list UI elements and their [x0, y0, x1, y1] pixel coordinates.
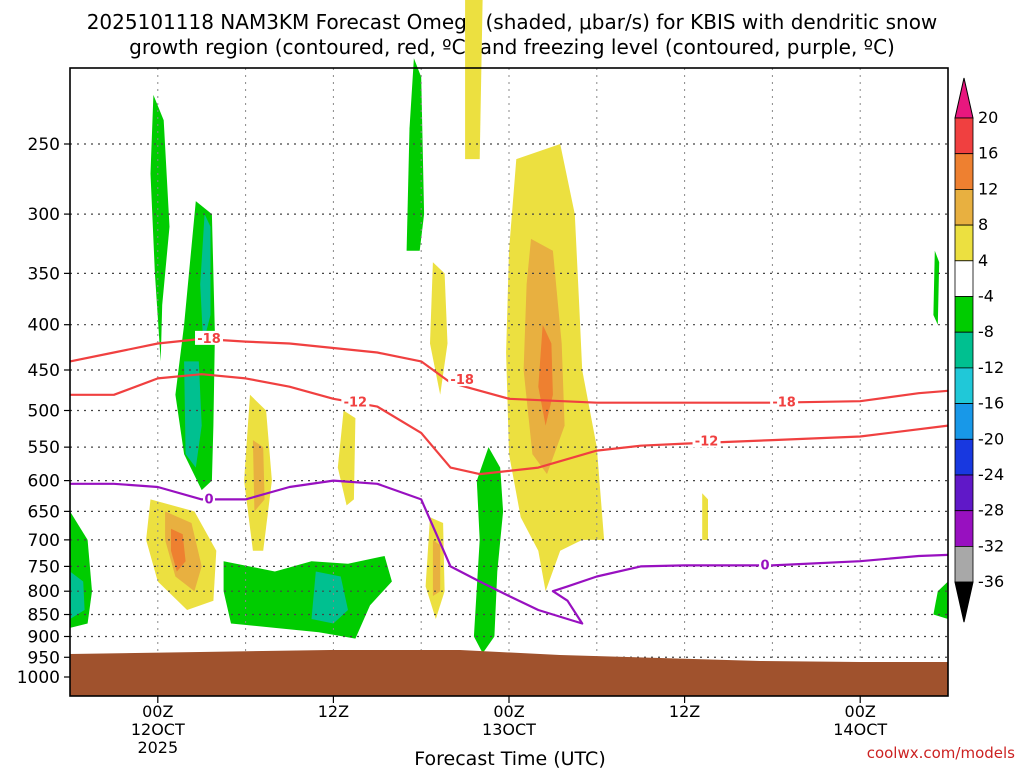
omega-region-green-plume-12z [150, 94, 170, 362]
x-axis-label: Forecast Time (UTC) [414, 748, 605, 768]
colorbar-segment-8 [954, 367, 974, 404]
y-tick-450: 450 [28, 361, 60, 381]
x-tick-48-line1: 00Z [845, 702, 876, 721]
x-tick-12-line1: 12Z [318, 702, 349, 721]
colorbar-tick-2: 12 [978, 179, 998, 198]
omega-region-orange-core-left [171, 528, 186, 572]
colorbar-tick-3: 8 [978, 215, 988, 234]
colorbar-tick-4: 4 [978, 251, 988, 270]
colorbar-segment-7 [954, 331, 974, 369]
omega-region-green-right-high [933, 250, 940, 325]
y-tick-950: 950 [28, 648, 60, 668]
colorbar-tick-8: -16 [978, 394, 1004, 413]
colorbar-segment-5 [954, 260, 974, 297]
colorbar-segment-4 [954, 224, 974, 262]
omega-region-orange-col-1 [252, 440, 265, 512]
colorbar-tick-6: -8 [978, 322, 994, 341]
contour-lines: -18 -18 -18 -12 -12 0 0 [69, 330, 949, 625]
colorbar-tick-1: 16 [978, 144, 998, 163]
terrain-ground [70, 650, 948, 696]
y-tick-250: 250 [28, 135, 60, 155]
contour-label-3: -12 [344, 396, 368, 411]
x-tick-36-line1: 12Z [669, 702, 700, 721]
contour-label-bg-4 [692, 433, 721, 448]
omega-region-teal-spot-low-left [70, 571, 85, 619]
omega-shading [70, 0, 948, 654]
colorbar-segment-6 [954, 296, 974, 333]
colorbar-tick-12: -32 [978, 536, 1004, 555]
colorbar-segment-13 [954, 546, 974, 583]
colorbar-tick-7: -12 [978, 358, 1004, 377]
contour-label-bg-6 [759, 557, 772, 572]
colorbar-tick-0: 20 [978, 108, 998, 127]
colorbar-tick-5: -4 [978, 287, 994, 306]
colorbar-tick-10: -24 [978, 465, 1004, 484]
x-tick-24-line1: 00Z [493, 702, 524, 721]
colorbar-bottom-triangle [954, 581, 974, 623]
x-tick-24-line2: 13OCT [482, 720, 536, 739]
y-tick-550: 550 [28, 438, 60, 458]
plot-area: -18 -18 -18 -12 -12 0 0 [69, 0, 949, 697]
colorbar-segment-10 [954, 438, 974, 476]
contour-label-1: -18 [450, 373, 474, 388]
y-tick-600: 600 [28, 472, 60, 492]
omega-region-yellow-col-3 [430, 262, 448, 395]
y-tick-500: 500 [28, 402, 60, 422]
chart-title: 2025101118 NAM3KM Forecast Omega (shaded… [87, 10, 938, 59]
y-tick-1000: 1000 [17, 668, 60, 688]
contour-label-5: 0 [204, 492, 213, 507]
colorbar-tick-11: -28 [978, 501, 1004, 520]
x-tick-0-line2: 12OCT [131, 720, 185, 739]
y-tick-750: 750 [28, 557, 60, 577]
y-tick-900: 900 [28, 627, 60, 647]
colorbar-segment-12 [954, 510, 974, 547]
y-tick-650: 650 [28, 502, 60, 522]
contour-label-4: -12 [695, 435, 719, 450]
colorbar-tick-13: -36 [978, 572, 1004, 591]
y-tick-350: 350 [28, 264, 60, 284]
omega-region-teal-lower-early [184, 361, 202, 468]
colorbar: 20 16 12 8 4 -4 -8 -12 -16 -20 -24 -28 -32 -36 [954, 77, 1004, 623]
x-tick-48-line2: 14OCT [833, 720, 887, 739]
omega-region-yellow-small-right [702, 493, 708, 540]
omega-region-teal-core-early [200, 214, 211, 344]
y-tick-400: 400 [28, 316, 60, 336]
colorbar-segment-2 [954, 153, 974, 190]
contour-label-bg-2 [770, 394, 799, 409]
title-line-1: 2025101118 NAM3KM Forecast Omega (shaded… [87, 10, 938, 34]
colorbar-segment-11 [954, 474, 974, 512]
contour-label-6: 0 [761, 558, 770, 573]
contour-label-2: -18 [772, 396, 796, 411]
x-tick-0-line1: 00Z [142, 702, 173, 721]
contour-label-bg-5 [203, 491, 216, 506]
omega-region-green-high-spike [406, 58, 425, 251]
colorbar-tick-9: -20 [978, 429, 1004, 448]
omega-region-teal-low-center [311, 571, 348, 624]
colorbar-top-triangle [954, 77, 974, 119]
contour-label-0: -18 [197, 332, 221, 347]
y-tick-800: 800 [28, 582, 60, 602]
y-tick-850: 850 [28, 606, 60, 626]
y-tick-300: 300 [28, 205, 60, 225]
x-tick-0-line3: 2025 [137, 738, 178, 757]
title-line-2: growth region (contoured, red, ºC) and f… [129, 35, 895, 59]
omega-region-yellow-high-spike [465, 0, 483, 160]
y-tick-700: 700 [28, 531, 60, 551]
omega-region-green-low-center [223, 556, 392, 639]
zero-contour-line [70, 479, 949, 625]
omega-region-green-right-low [933, 581, 948, 619]
y-axis: 2503003504004505005506006507007508008509… [17, 135, 70, 688]
credit-text: coolwx.com/models [867, 744, 1015, 762]
omega-region-orange-col-4 [432, 539, 441, 596]
contour-label-bg-0 [195, 330, 224, 345]
colorbar-segment-9 [954, 403, 974, 440]
omega-region-green-tower-center [473, 447, 504, 654]
colorbar-segment-1 [954, 117, 974, 155]
colorbar-segment-3 [954, 188, 974, 226]
contour-label-bg-1 [448, 372, 477, 387]
contour-label-bg-3 [341, 394, 370, 409]
